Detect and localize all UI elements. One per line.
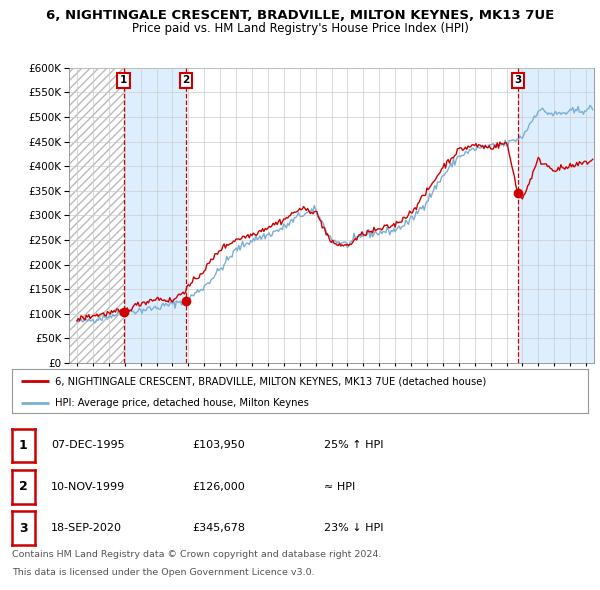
Text: 2: 2 xyxy=(182,76,190,85)
Text: 2: 2 xyxy=(19,480,28,493)
Text: 18-SEP-2020: 18-SEP-2020 xyxy=(51,523,122,533)
Bar xyxy=(69,68,124,363)
Text: 1: 1 xyxy=(19,439,28,452)
Text: 6, NIGHTINGALE CRESCENT, BRADVILLE, MILTON KEYNES, MK13 7UE: 6, NIGHTINGALE CRESCENT, BRADVILLE, MILT… xyxy=(46,9,554,22)
Text: HPI: Average price, detached house, Milton Keynes: HPI: Average price, detached house, Milt… xyxy=(55,398,309,408)
Bar xyxy=(518,68,594,363)
Text: £103,950: £103,950 xyxy=(192,441,245,450)
Text: This data is licensed under the Open Government Licence v3.0.: This data is licensed under the Open Gov… xyxy=(12,568,314,577)
Text: ≈ HPI: ≈ HPI xyxy=(324,482,355,491)
Text: 3: 3 xyxy=(19,522,28,535)
Text: 3: 3 xyxy=(514,76,521,85)
Text: Price paid vs. HM Land Registry's House Price Index (HPI): Price paid vs. HM Land Registry's House … xyxy=(131,22,469,35)
Text: Contains HM Land Registry data © Crown copyright and database right 2024.: Contains HM Land Registry data © Crown c… xyxy=(12,550,382,559)
Bar xyxy=(124,68,186,363)
Text: 10-NOV-1999: 10-NOV-1999 xyxy=(51,482,125,491)
Text: 6, NIGHTINGALE CRESCENT, BRADVILLE, MILTON KEYNES, MK13 7UE (detached house): 6, NIGHTINGALE CRESCENT, BRADVILLE, MILT… xyxy=(55,376,487,386)
Text: 25% ↑ HPI: 25% ↑ HPI xyxy=(324,441,383,450)
Text: £345,678: £345,678 xyxy=(192,523,245,533)
Text: 1: 1 xyxy=(120,76,127,85)
Text: 07-DEC-1995: 07-DEC-1995 xyxy=(51,441,125,450)
Text: 23% ↓ HPI: 23% ↓ HPI xyxy=(324,523,383,533)
Text: £126,000: £126,000 xyxy=(192,482,245,491)
